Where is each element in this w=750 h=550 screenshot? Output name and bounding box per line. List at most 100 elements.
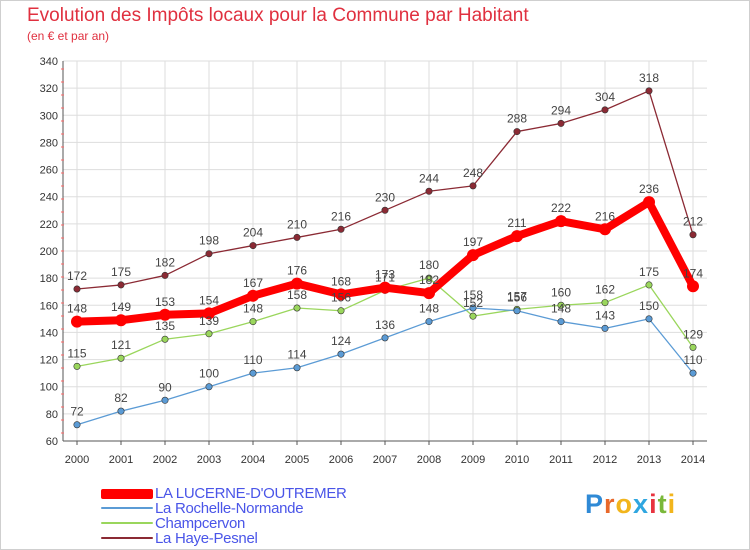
data-point [511, 230, 523, 243]
data-point [381, 206, 389, 214]
data-point [161, 271, 169, 279]
data-point [115, 314, 127, 327]
x-tick-label: 2013 [637, 454, 661, 466]
data-label: 124 [331, 334, 351, 348]
y-tick-label: 280 [40, 137, 58, 149]
data-label: 100 [199, 367, 219, 381]
data-label: 157 [507, 289, 527, 303]
data-label: 244 [419, 171, 439, 185]
data-label: 110 [243, 353, 262, 367]
data-point [205, 383, 213, 391]
logo-letter: o [615, 489, 634, 519]
data-point [293, 233, 301, 241]
data-point [601, 106, 609, 114]
data-point [73, 362, 81, 370]
data-point [557, 301, 565, 309]
data-point [205, 250, 213, 258]
data-label: 167 [243, 276, 263, 290]
data-point [467, 249, 479, 262]
x-tick-label: 2007 [373, 454, 397, 466]
x-tick-label: 2008 [417, 454, 441, 466]
data-label: 210 [287, 217, 307, 231]
data-label: 154 [199, 293, 219, 307]
data-label: 222 [551, 201, 571, 215]
legend-label: LA LUCERNE-D'OUTREMER [155, 485, 347, 502]
x-tick-label: 2009 [461, 454, 485, 466]
data-label: 230 [375, 190, 395, 204]
data-point [249, 318, 257, 326]
logo-letter: r [604, 489, 616, 519]
data-point [601, 324, 609, 332]
data-point [337, 225, 345, 233]
data-label: 294 [551, 103, 571, 117]
data-label: 248 [463, 166, 483, 180]
data-point [557, 119, 565, 127]
data-point [645, 281, 653, 289]
legend-swatch [101, 537, 153, 539]
data-point [203, 307, 215, 320]
x-tick-label: 2011 [549, 454, 573, 466]
y-tick-label: 300 [40, 110, 58, 122]
data-label: 216 [595, 209, 615, 223]
data-label: 110 [683, 353, 702, 367]
logo-letter: P [585, 489, 605, 519]
data-label: 143 [595, 308, 615, 322]
data-point [643, 196, 655, 209]
data-label: 172 [67, 269, 87, 283]
data-label: 148 [419, 302, 439, 316]
data-point [689, 231, 697, 239]
data-label: 72 [70, 405, 84, 419]
data-point [337, 307, 345, 315]
data-label: 160 [551, 285, 571, 299]
data-point [379, 281, 391, 294]
chart-subtitle: (en € et par an) [27, 29, 110, 43]
data-label: 173 [375, 268, 395, 282]
y-tick-label: 160 [40, 300, 58, 312]
data-point [513, 307, 521, 315]
y-tick-label: 100 [40, 382, 58, 394]
data-label: 150 [639, 299, 659, 313]
data-label: 139 [199, 314, 219, 328]
data-label: 304 [595, 90, 615, 104]
data-label: 158 [463, 288, 483, 302]
data-point [293, 364, 301, 372]
data-point [645, 315, 653, 323]
data-label: 82 [114, 391, 128, 405]
axes: 60 80 100 120 140 160 180 200 220 240 260 280 300 320… [40, 56, 707, 466]
data-point [689, 369, 697, 377]
data-label: 168 [331, 274, 351, 288]
data-label: 288 [507, 112, 527, 126]
y-tick-label: 140 [40, 327, 58, 339]
data-label: 90 [158, 380, 172, 394]
data-label: 197 [463, 235, 483, 249]
data-point [645, 87, 653, 95]
data-label: 180 [419, 258, 439, 272]
data-point [159, 308, 171, 321]
y-tick-label: 120 [40, 355, 58, 367]
data-point [73, 285, 81, 293]
x-tick-label: 2012 [593, 454, 617, 466]
y-tick-label: 320 [40, 83, 58, 95]
data-point [425, 274, 433, 282]
grid-lines [63, 60, 707, 441]
data-point [381, 334, 389, 342]
data-label: 148 [551, 302, 571, 316]
proxiti-logo: Proxiti [585, 489, 676, 520]
data-label: 114 [287, 348, 306, 362]
data-point [161, 396, 169, 404]
data-point [249, 242, 257, 250]
x-tick-label: 2010 [505, 454, 529, 466]
y-tick-label: 340 [40, 56, 58, 68]
data-point [335, 288, 347, 301]
data-point [71, 315, 83, 328]
data-label: 171 [375, 270, 395, 284]
x-tick-label: 2000 [65, 454, 89, 466]
data-point [291, 277, 303, 290]
y-tick-label: 240 [40, 192, 58, 204]
data-label: 158 [287, 288, 307, 302]
data-point [557, 318, 565, 326]
data-point [337, 350, 345, 358]
data-point [469, 312, 477, 320]
data-label: 156 [331, 291, 351, 305]
